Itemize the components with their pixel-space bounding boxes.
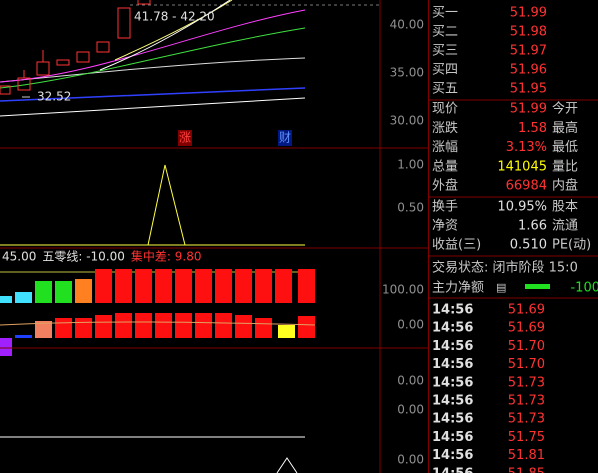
stat-label: 收益(三) [432,238,481,253]
quote-label: 涨跌 [432,120,458,136]
axis-label: 35.00 [390,66,424,80]
tick-price: 51.81 [508,448,545,463]
tick-time: 14:56 [432,448,473,463]
legend-text: 五零线: -10.00 [42,250,125,264]
marker: 涨 [179,130,191,145]
flow-icon: ▤ [496,281,506,294]
order-label: 买四 [432,63,458,78]
quote-value: 66984 [506,179,547,194]
tick-price: 51.73 [508,394,545,409]
tick-price: 51.85 [508,466,545,473]
axis-label: 0.00 [397,318,424,332]
quote-label: 最低 [552,140,578,155]
axis-label: 30.00 [390,114,424,128]
quote-label: 量比 [552,159,578,174]
tick-time: 14:56 [432,375,473,390]
axis-label: 0.00 [397,403,424,417]
tick-price: 51.70 [508,339,545,354]
sub-chart2 [0,269,316,356]
stat-label: 换手 [432,200,458,215]
quote-label: 总量 [432,159,458,174]
low-label: 32.52 [37,90,71,104]
tick-time: 14:56 [432,394,473,409]
tick-price: 51.73 [508,375,545,390]
order-label: 买五 [432,82,458,97]
axis-label: 40.00 [390,18,424,32]
stat-label: 流通 [552,219,578,234]
quote-label: 现价 [432,102,458,117]
tick-time: 14:56 [432,412,473,427]
quote-label: 今开 [552,101,578,117]
axis-label: 0.00 [397,453,424,467]
stat-label: PE(动) [552,238,591,253]
stat-value: 10.95% [497,200,547,215]
order-price: 51.98 [510,25,547,40]
order-label: 买三 [432,44,458,59]
legend-text: 集中差: 9.80 [131,249,202,264]
order-price: 51.99 [510,6,547,21]
tick-time: 14:56 [432,303,473,318]
quote-label: 涨幅 [432,140,458,155]
order-price: 51.97 [510,44,547,59]
quote-label: 内盘 [552,178,578,194]
high-label: 41.78 - 42.20 [134,10,215,24]
stat-label: 净资 [432,219,458,234]
flow-value: -100 [570,281,598,296]
axis-label: 100.00 [382,283,424,297]
trade-status: 交易状态: 闭市阶段 15:0 [432,260,578,276]
quote-value: 51.99 [510,102,547,117]
tick-time: 14:56 [432,430,473,445]
marker: 财 [279,131,291,145]
flow-label: 主力净额 [432,281,484,296]
quote-value: 3.13% [506,140,547,155]
tick-price: 51.73 [508,412,545,427]
tick-price: 51.69 [508,321,545,336]
flow-bar [525,284,550,289]
tick-price: 51.69 [508,303,545,318]
order-label: 买一 [432,6,458,21]
stat-value: 1.66 [518,219,547,234]
order-label: 买二 [432,25,458,40]
axis-label: 0.50 [397,201,424,215]
main-chart [0,0,380,146]
quote-label: 外盘 [432,178,458,194]
legend-text: 45.00 [2,250,36,264]
quote-value: 141045 [497,159,547,174]
sub-chart3 [0,436,305,473]
order-price: 51.96 [510,63,547,78]
tick-time: 14:56 [432,357,473,372]
tick-price: 51.75 [508,430,545,445]
order-price: 51.95 [510,82,547,97]
tick-time: 14:56 [432,466,473,473]
stat-label: 股本 [552,200,578,215]
quote-label: 最高 [552,120,578,136]
quote-value: 1.58 [518,121,547,136]
axis-label: 1.00 [397,158,424,172]
tick-time: 14:56 [432,339,473,354]
sub-chart1 [0,164,305,246]
axis-label: 0.00 [397,374,424,388]
stat-value: 0.510 [510,238,547,253]
tick-time: 14:56 [432,321,473,336]
tick-price: 51.70 [508,357,545,372]
